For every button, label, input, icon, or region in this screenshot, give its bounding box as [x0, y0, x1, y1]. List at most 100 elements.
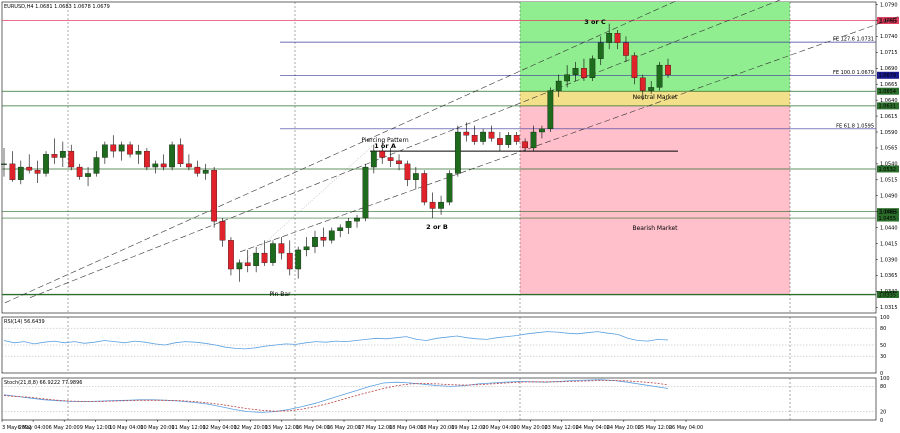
- time-axis-tick-label: 25 May 12:00: [638, 425, 672, 431]
- bear-candle: [379, 150, 386, 158]
- rsi-series-line: [3, 331, 669, 350]
- price-level-badge: [877, 87, 899, 95]
- bear-candle: [631, 55, 638, 78]
- rsi-axis-tick-label: 30: [880, 354, 886, 360]
- neutral-market-zone: [520, 91, 790, 106]
- bear-candle: [228, 240, 234, 270]
- bull-candle: [362, 166, 369, 219]
- bear-candle: [186, 163, 192, 168]
- bear-candle: [51, 154, 58, 158]
- bear-candle: [177, 144, 184, 165]
- annotation-wave-a: 1 or A: [374, 142, 396, 150]
- time-axis-tick-label: 24 May 20:00: [607, 425, 641, 431]
- annotation-neutral-market: Neutral Market: [633, 94, 678, 101]
- wave-connector: [239, 144, 374, 267]
- bear-candle: [404, 163, 411, 180]
- bear-candle: [160, 163, 167, 168]
- bear-candle: [522, 141, 528, 149]
- bull-candle: [438, 201, 444, 209]
- bull-candle: [547, 90, 554, 129]
- bear-candle: [211, 170, 218, 222]
- chart-header-ohlc: EURUSD,H4 1.0681 1.0683 1.0678 1.0679: [4, 4, 110, 10]
- price-axis-tick-label: 1.0790: [880, 2, 898, 8]
- price-axis-tick-label: 1.0715: [880, 50, 898, 56]
- price-axis-tick-label: 1.0365: [880, 273, 898, 279]
- annotation-bearish-market: Bearish Market: [632, 225, 678, 232]
- price-level-badge: [877, 102, 899, 110]
- bull-candle: [446, 173, 453, 203]
- bull-candle: [295, 249, 302, 270]
- rsi-axis-tick-label: 80: [880, 326, 886, 332]
- stoch-axis-tick-label: 100: [880, 376, 890, 382]
- time-axis-tick-label: 16 May 04:00: [296, 425, 330, 431]
- bear-candle: [639, 77, 646, 91]
- time-axis-tick-label: 16 May 20:00: [327, 425, 361, 431]
- channel-lower-trendline: [4, 0, 679, 304]
- price-level-badge-text: 1.0465: [879, 209, 897, 215]
- bull-candle: [505, 135, 512, 145]
- bear-candle: [219, 221, 226, 241]
- bull-candle: [572, 68, 579, 75]
- bear-candle: [244, 262, 251, 266]
- time-axis-tick-label: 10 May 20:00: [140, 425, 174, 431]
- price-level-badge-text: 1.0455: [879, 216, 897, 222]
- time-axis-tick-label: 24 May 04:00: [576, 425, 610, 431]
- bull-candle: [85, 173, 91, 177]
- bull-candle: [564, 74, 571, 82]
- rsi-title: RSI(14) 56.6439: [4, 319, 45, 325]
- stoch-axis-tick-label: 20: [880, 409, 886, 415]
- bear-candle: [68, 150, 75, 168]
- bear-candle: [76, 166, 83, 177]
- price-axis-tick-label: 1.0690: [880, 66, 898, 72]
- bull-candle: [303, 246, 310, 251]
- bull-candle: [597, 42, 604, 59]
- bear-candle: [665, 64, 671, 75]
- bear-candle: [194, 166, 201, 174]
- bear-candle: [127, 144, 133, 155]
- bull-candle: [152, 163, 159, 168]
- fib-level-label: FE 61.8 1.0595: [836, 123, 874, 129]
- time-axis-tick-label: 6 May 20:00: [49, 425, 80, 431]
- bear-candle: [488, 131, 495, 139]
- bull-candle: [648, 87, 655, 91]
- bull-candle: [17, 166, 24, 180]
- bear-candle: [614, 33, 621, 43]
- time-axis-tick-label: 20 May 20:00: [513, 425, 547, 431]
- annotation-wave-b: 2 or B: [426, 223, 448, 231]
- stoch-title: Stoch(21,8,8) 66.9222 77.9896: [4, 380, 82, 386]
- time-axis-tick-label: 23 May 12:00: [544, 425, 578, 431]
- bear-candle: [278, 243, 285, 254]
- bull-candle: [270, 243, 276, 263]
- price-level-badge: [877, 165, 899, 173]
- stoch-signal-line: [3, 380, 669, 412]
- time-axis-tick-label: 9 May 12:00: [80, 425, 111, 431]
- bull-candle: [606, 33, 613, 43]
- bear-candle: [110, 144, 117, 152]
- time-axis-tick-label: 3 May 2022: [2, 425, 31, 431]
- bear-candle: [623, 42, 629, 56]
- price-axis-tick-label: 1.0640: [880, 98, 898, 104]
- bull-candle: [253, 252, 260, 266]
- time-axis-tick-label: 18 May 04:00: [389, 425, 423, 431]
- price-axis-tick-label: 1.0740: [880, 34, 898, 40]
- bear-candle: [34, 170, 41, 174]
- bull-candle: [480, 131, 486, 142]
- price-axis-tick-label: 1.0590: [880, 130, 898, 136]
- price-level-badge-text: 1.0654: [879, 89, 897, 95]
- bull-candle: [135, 150, 142, 155]
- bull-candle: [337, 227, 344, 231]
- price-axis-tick-label: 1.0665: [880, 82, 898, 88]
- annotation-piercing-pattern: Piercing Pattern: [361, 137, 408, 144]
- bear-candle: [513, 135, 520, 142]
- bull-candle: [530, 131, 537, 149]
- bear-candle: [261, 252, 268, 263]
- price-level-badge-text: 1.0335: [879, 292, 897, 298]
- time-axis-tick-label: 18 May 20:00: [420, 425, 454, 431]
- bear-candle: [26, 166, 33, 171]
- bull-candle: [202, 170, 209, 174]
- bear-candle: [463, 131, 470, 136]
- rsi-axis-tick-label: 0: [880, 371, 883, 377]
- bear-candle: [387, 157, 394, 161]
